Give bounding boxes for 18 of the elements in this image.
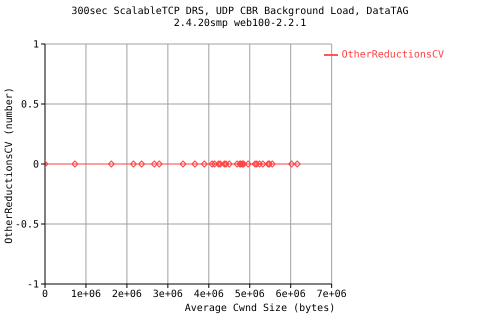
x-axis-title: Average Cwnd Size (bytes) xyxy=(184,303,336,314)
chart-title: 300sec ScalableTCP DRS, UDP CBR Background Load, DataTAG xyxy=(70,6,410,18)
y-tick-label: 1 xyxy=(32,40,39,51)
x-tick-label: 2e+06 xyxy=(112,289,142,300)
y-tick-label: 0.5 xyxy=(20,100,39,111)
x-tick-label: 3e+06 xyxy=(152,289,183,300)
y-axis-title: OtherReductionsCV (number) xyxy=(4,86,15,244)
x-tick-label: 0 xyxy=(42,289,48,300)
x-tick-label: 4e+06 xyxy=(194,289,224,300)
y-tick-label: -0.5 xyxy=(14,220,39,231)
y-tick-label: -1 xyxy=(26,280,39,291)
legend-label: OtherReductionsCV xyxy=(342,50,444,61)
x-tick-label: 6e+06 xyxy=(276,289,306,300)
x-tick-label: 5e+06 xyxy=(234,289,265,300)
chart-subtitle: 2.4.20smp web100-2.2.1 xyxy=(172,18,308,30)
x-tick-label: 1e+06 xyxy=(70,289,102,300)
y-tick-label: 0 xyxy=(32,160,39,171)
x-tick-label: 7e+06 xyxy=(316,289,347,300)
